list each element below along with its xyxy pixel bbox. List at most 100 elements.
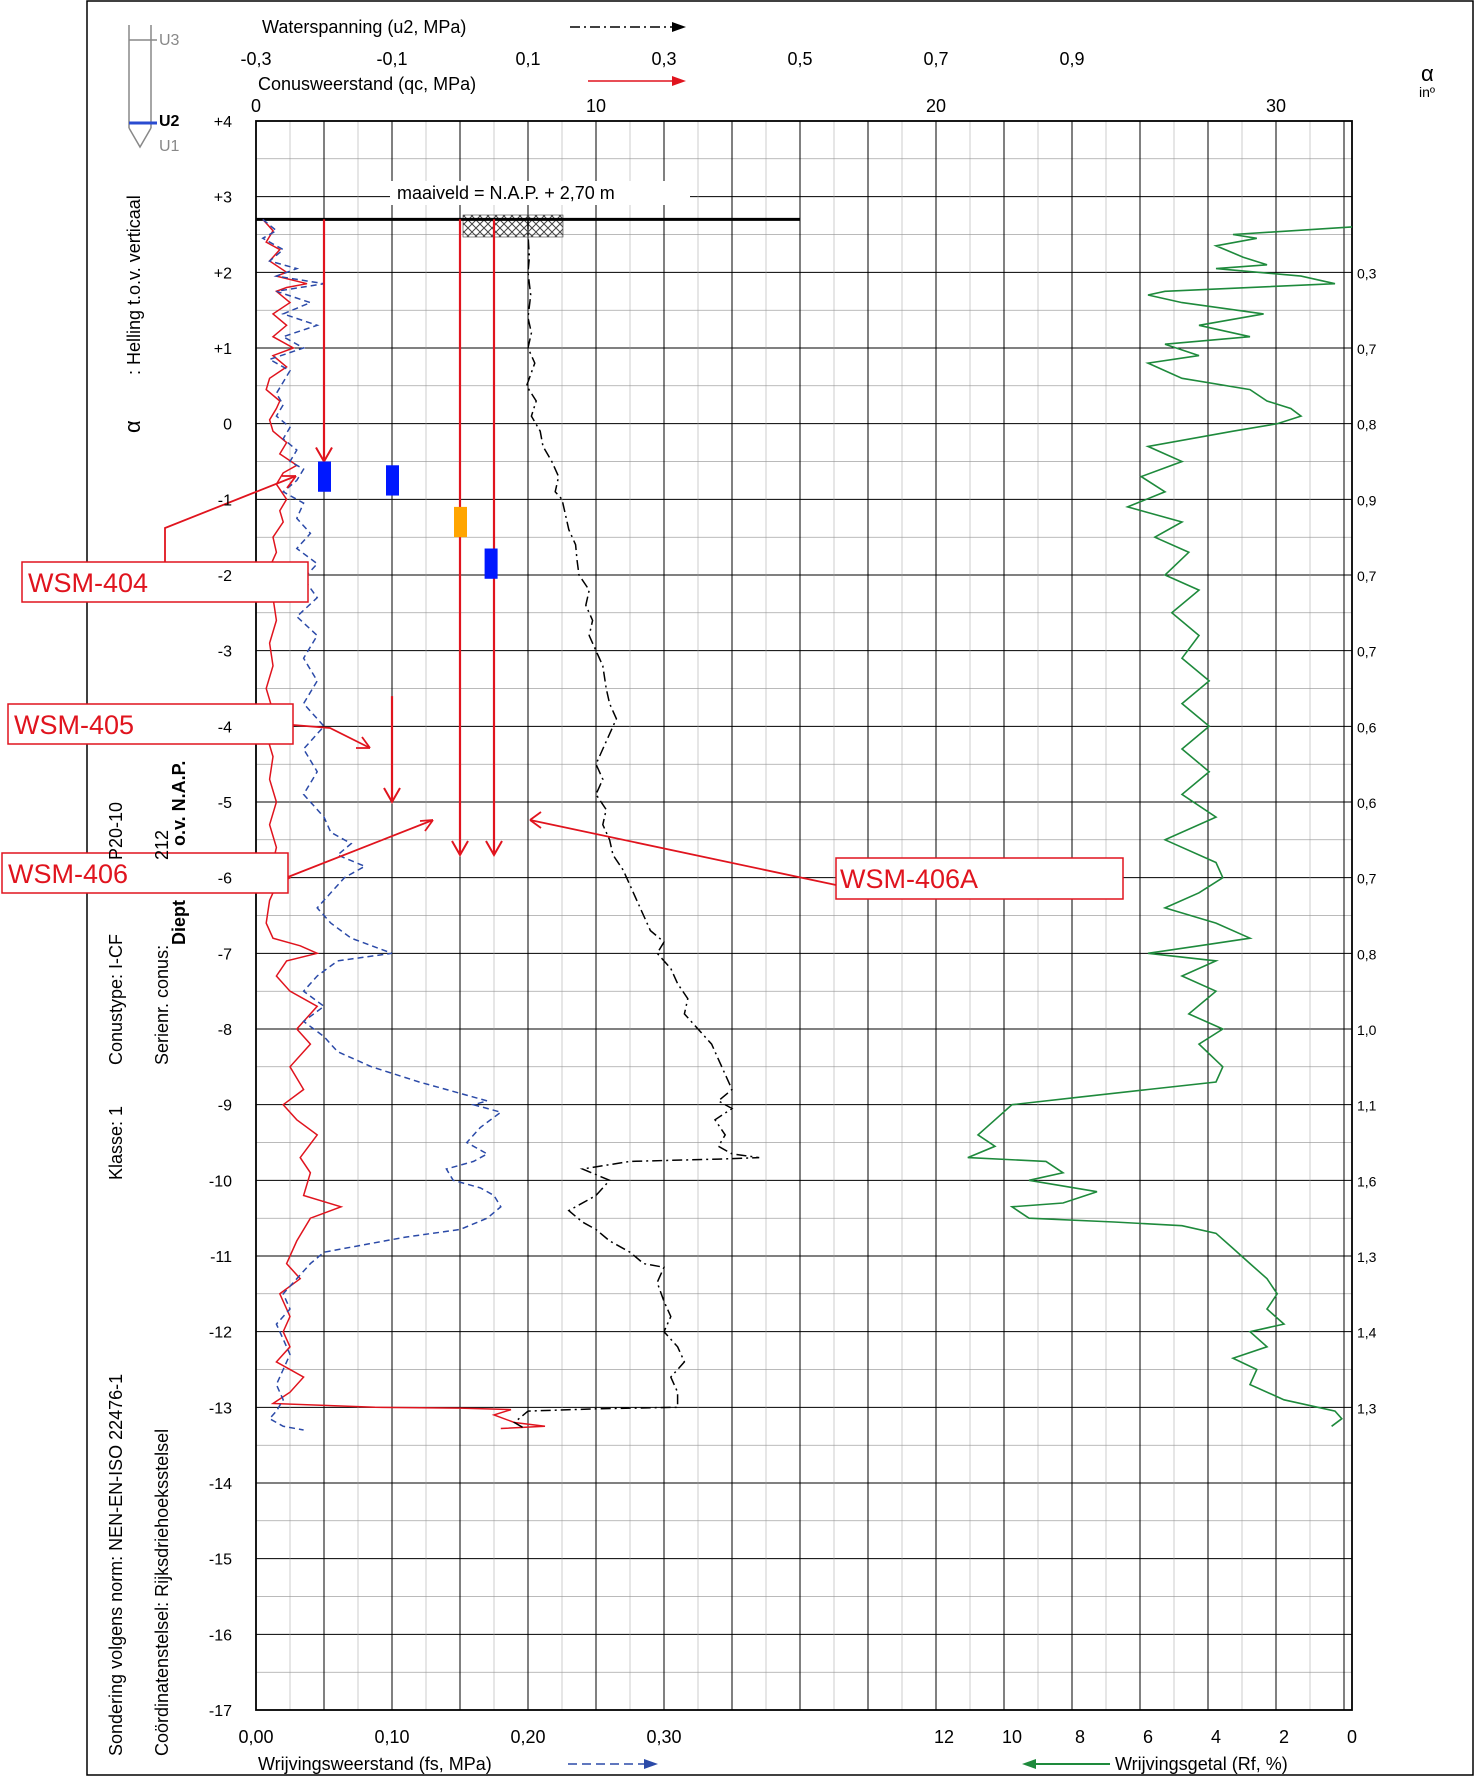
alpha-tick-label: 0,7	[1357, 871, 1377, 887]
side-label-coord: Coördinatenstelsel: Rijksdriehoeksstelse…	[152, 1429, 172, 1756]
arrowhead-wsm-406a	[529, 811, 542, 829]
rf-tick-label: 4	[1211, 1727, 1221, 1747]
rf-tick-label: 12	[934, 1727, 954, 1747]
fs-axis-title: Wrijvingsweerstand (fs, MPa)	[258, 1754, 492, 1774]
alpha-symbol: α	[1421, 61, 1434, 86]
side-label-alpha: α	[120, 420, 145, 433]
depth-tick-label: -2	[218, 568, 232, 585]
depth-tick-label: -4	[218, 719, 232, 736]
qc-tick-labels: 0 10 20 30	[251, 96, 1286, 116]
indicator-arrowhead	[451, 840, 469, 857]
probe-label-u3: U3	[159, 32, 180, 49]
callout-wsm-404: WSM-404	[28, 568, 148, 598]
depth-tick-label: -10	[209, 1173, 232, 1190]
rf-tick-label: 0	[1347, 1727, 1357, 1747]
depth-tick-label: -5	[218, 795, 232, 812]
leader-wsm-404	[164, 475, 297, 562]
arrowhead-wsm-404	[282, 475, 297, 489]
callout-layer: WSM-404 WSM-405 WSM-406 WSM-406A	[1, 475, 1124, 900]
top-header: Waterspanning (u2, MPa) Conusweerstand (…	[240, 17, 1435, 116]
alpha-tick-label: 1,4	[1357, 1325, 1377, 1341]
chart-grid	[255, 120, 1352, 1711]
alpha-unit: inº	[1419, 84, 1435, 100]
u2-axis-title: Waterspanning (u2, MPa)	[262, 17, 466, 37]
fs-tick-label: 0,00	[238, 1727, 273, 1747]
side-label-diepte-tail: o.v. N.A.P.	[169, 761, 189, 846]
depth-tick-label: -17	[209, 1703, 232, 1720]
fs-legend-arrowhead	[644, 1759, 658, 1769]
plot-area	[255, 120, 1353, 1711]
alpha-tick-label: 0,7	[1357, 341, 1377, 357]
side-label-conustype: Conustype: I-CF	[106, 934, 126, 1065]
alpha-tick-label: 1,6	[1357, 1173, 1377, 1189]
series-layer	[261, 218, 1353, 1431]
filter-marker	[318, 461, 331, 492]
side-label-diepte: Diept	[169, 900, 189, 945]
rf-axis-title: Wrijvingsgetal (Rf, %)	[1115, 1754, 1288, 1774]
outer-frame	[86, 0, 1474, 1776]
u2-tick-labels: -0,3 -0,1 0,1 0,3 0,5 0,7 0,9	[240, 49, 1084, 69]
series-rf-line	[967, 226, 1353, 1427]
alpha-tick-label: 0,6	[1357, 795, 1377, 811]
u2-tick-label: -0,3	[240, 49, 271, 69]
alpha-tick-label: 1,0	[1357, 1022, 1377, 1038]
depth-tick-label: -12	[209, 1325, 232, 1342]
qc-tick-label: 10	[586, 96, 606, 116]
side-label-helling: : Helling t.o.v. verticaal	[124, 195, 144, 375]
rf-tick-label: 8	[1075, 1727, 1085, 1747]
u2-tick-label: 0,1	[515, 49, 540, 69]
alpha-tick-label: 0,7	[1357, 568, 1377, 584]
qc-tick-label: 0	[251, 96, 261, 116]
depth-tick-label: -16	[209, 1627, 232, 1644]
depth-tick-label: -6	[218, 871, 232, 888]
depth-tick-label: -14	[209, 1476, 232, 1493]
callout-wsm-405: WSM-405	[14, 710, 134, 740]
fs-tick-label: 0,30	[646, 1727, 681, 1747]
depth-tick-labels: +4 +3 +2 +1 0 -1 -2 -3 -4 -5 -6 -7 -8 -9 -10 -11 -12 -13 -…	[209, 114, 232, 1720]
alpha-tick-labels: 0,3 0,7 0,8 0,9 0,7 0,7 0,6 0,6 0,7 0,8 1,0 1,1 1,6 1…	[1357, 265, 1377, 1416]
series-fs-line	[261, 218, 503, 1431]
depth-tick-label: +1	[214, 341, 232, 358]
series-u2-line	[513, 219, 760, 1430]
side-labels: Sondering volgens norm: NEN-EN-ISO 22476…	[106, 195, 189, 1756]
alpha-tick-label: 1,3	[1357, 1249, 1377, 1265]
arrowhead-wsm-405	[356, 736, 371, 749]
fs-tick-label: 0,10	[374, 1727, 409, 1747]
alpha-tick-label: 0,9	[1357, 492, 1377, 508]
callout-box-wsm-406a	[835, 857, 1124, 900]
u2-tick-label: 0,7	[923, 49, 948, 69]
depth-tick-label: -8	[218, 1022, 232, 1039]
alpha-tick-label: 0,7	[1357, 644, 1377, 660]
alpha-tick-label: 1,3	[1357, 1400, 1377, 1416]
probe-icon: U3 U2 U1	[128, 25, 180, 155]
u2-tick-label: 0,9	[1059, 49, 1084, 69]
callout-box-wsm-405	[7, 703, 294, 745]
u2-tick-label: 0,3	[651, 49, 676, 69]
filter-marker	[454, 506, 467, 538]
rf-legend-arrowhead	[1022, 1759, 1036, 1769]
side-label-serienr-tail: 212	[152, 830, 172, 860]
alpha-tick-label: 0,8	[1357, 417, 1377, 433]
depth-tick-label: -9	[218, 1098, 232, 1115]
rf-tick-label: 2	[1279, 1727, 1289, 1747]
depth-tick-label: -7	[218, 946, 232, 963]
maaiveld-label-bg	[390, 181, 690, 205]
probe-label-u1: U1	[159, 138, 180, 155]
side-label-norm: Sondering volgens norm: NEN-EN-ISO 22476…	[106, 1374, 126, 1756]
callout-wsm-406a: WSM-406A	[840, 864, 978, 894]
leader-wsm-406	[287, 819, 434, 878]
depth-tick-label: -1	[218, 492, 232, 509]
alpha-tick-label: 0,6	[1357, 719, 1377, 735]
depth-tick-label: 0	[223, 417, 232, 434]
depth-tick-label: -15	[209, 1552, 232, 1569]
probe-label-u2: U2	[159, 113, 180, 130]
callout-box-wsm-406	[1, 852, 289, 894]
side-label-serienr: Serienr. conus:	[152, 945, 172, 1065]
callout-box-wsm-404	[21, 561, 309, 603]
rf-tick-labels: 12 10 8 6 4 2 0	[934, 1727, 1357, 1747]
leader-wsm-406a	[529, 819, 837, 886]
qc-legend-arrowhead	[672, 76, 686, 86]
filter-marker	[386, 465, 399, 496]
u2-legend-arrowhead	[672, 22, 686, 32]
alpha-tick-label: 0,3	[1357, 265, 1377, 281]
